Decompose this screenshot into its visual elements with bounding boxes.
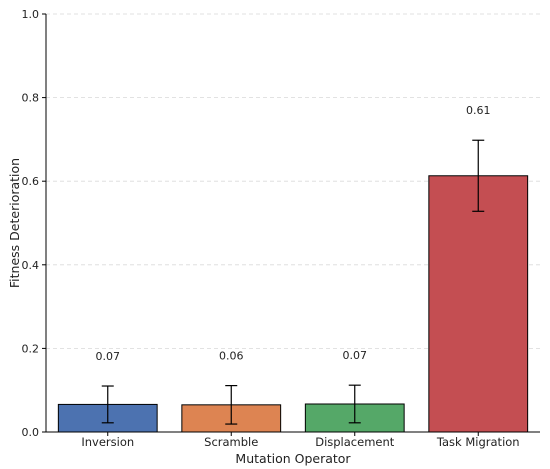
y-tick-label: 0.0 <box>22 426 40 439</box>
x-axis-label: Mutation Operator <box>235 451 351 466</box>
error-bars <box>101 139 485 425</box>
data-label: 0.61 <box>466 104 491 117</box>
data-label: 0.07 <box>343 349 368 362</box>
y-tick-label: 1.0 <box>22 8 40 21</box>
grid-lines <box>46 13 540 349</box>
data-label: 0.06 <box>219 350 244 363</box>
bar <box>428 175 529 433</box>
y-tick-label: 0.8 <box>22 92 40 105</box>
data-labels: 0.07 0.06 0.07 0.61 <box>96 104 491 363</box>
data-label: 0.07 <box>96 350 121 363</box>
x-tick-label: Scramble <box>204 435 258 449</box>
bars <box>57 175 529 433</box>
y-axis-label: Fitness Deterioration <box>7 158 22 288</box>
y-tick-label: 0.2 <box>22 342 40 355</box>
y-tick-label: 0.6 <box>22 175 40 188</box>
x-tick-label: Displacement <box>315 435 395 449</box>
x-tick-label: Task Migration <box>436 435 520 449</box>
y-tick-label: 0.4 <box>22 259 40 272</box>
x-tick-label: Inversion <box>81 435 134 449</box>
y-ticks: 0.0 0.2 0.4 0.6 0.8 1.0 <box>22 8 46 439</box>
x-ticks: Inversion Scramble Displacement Task Migrat… <box>81 432 520 449</box>
